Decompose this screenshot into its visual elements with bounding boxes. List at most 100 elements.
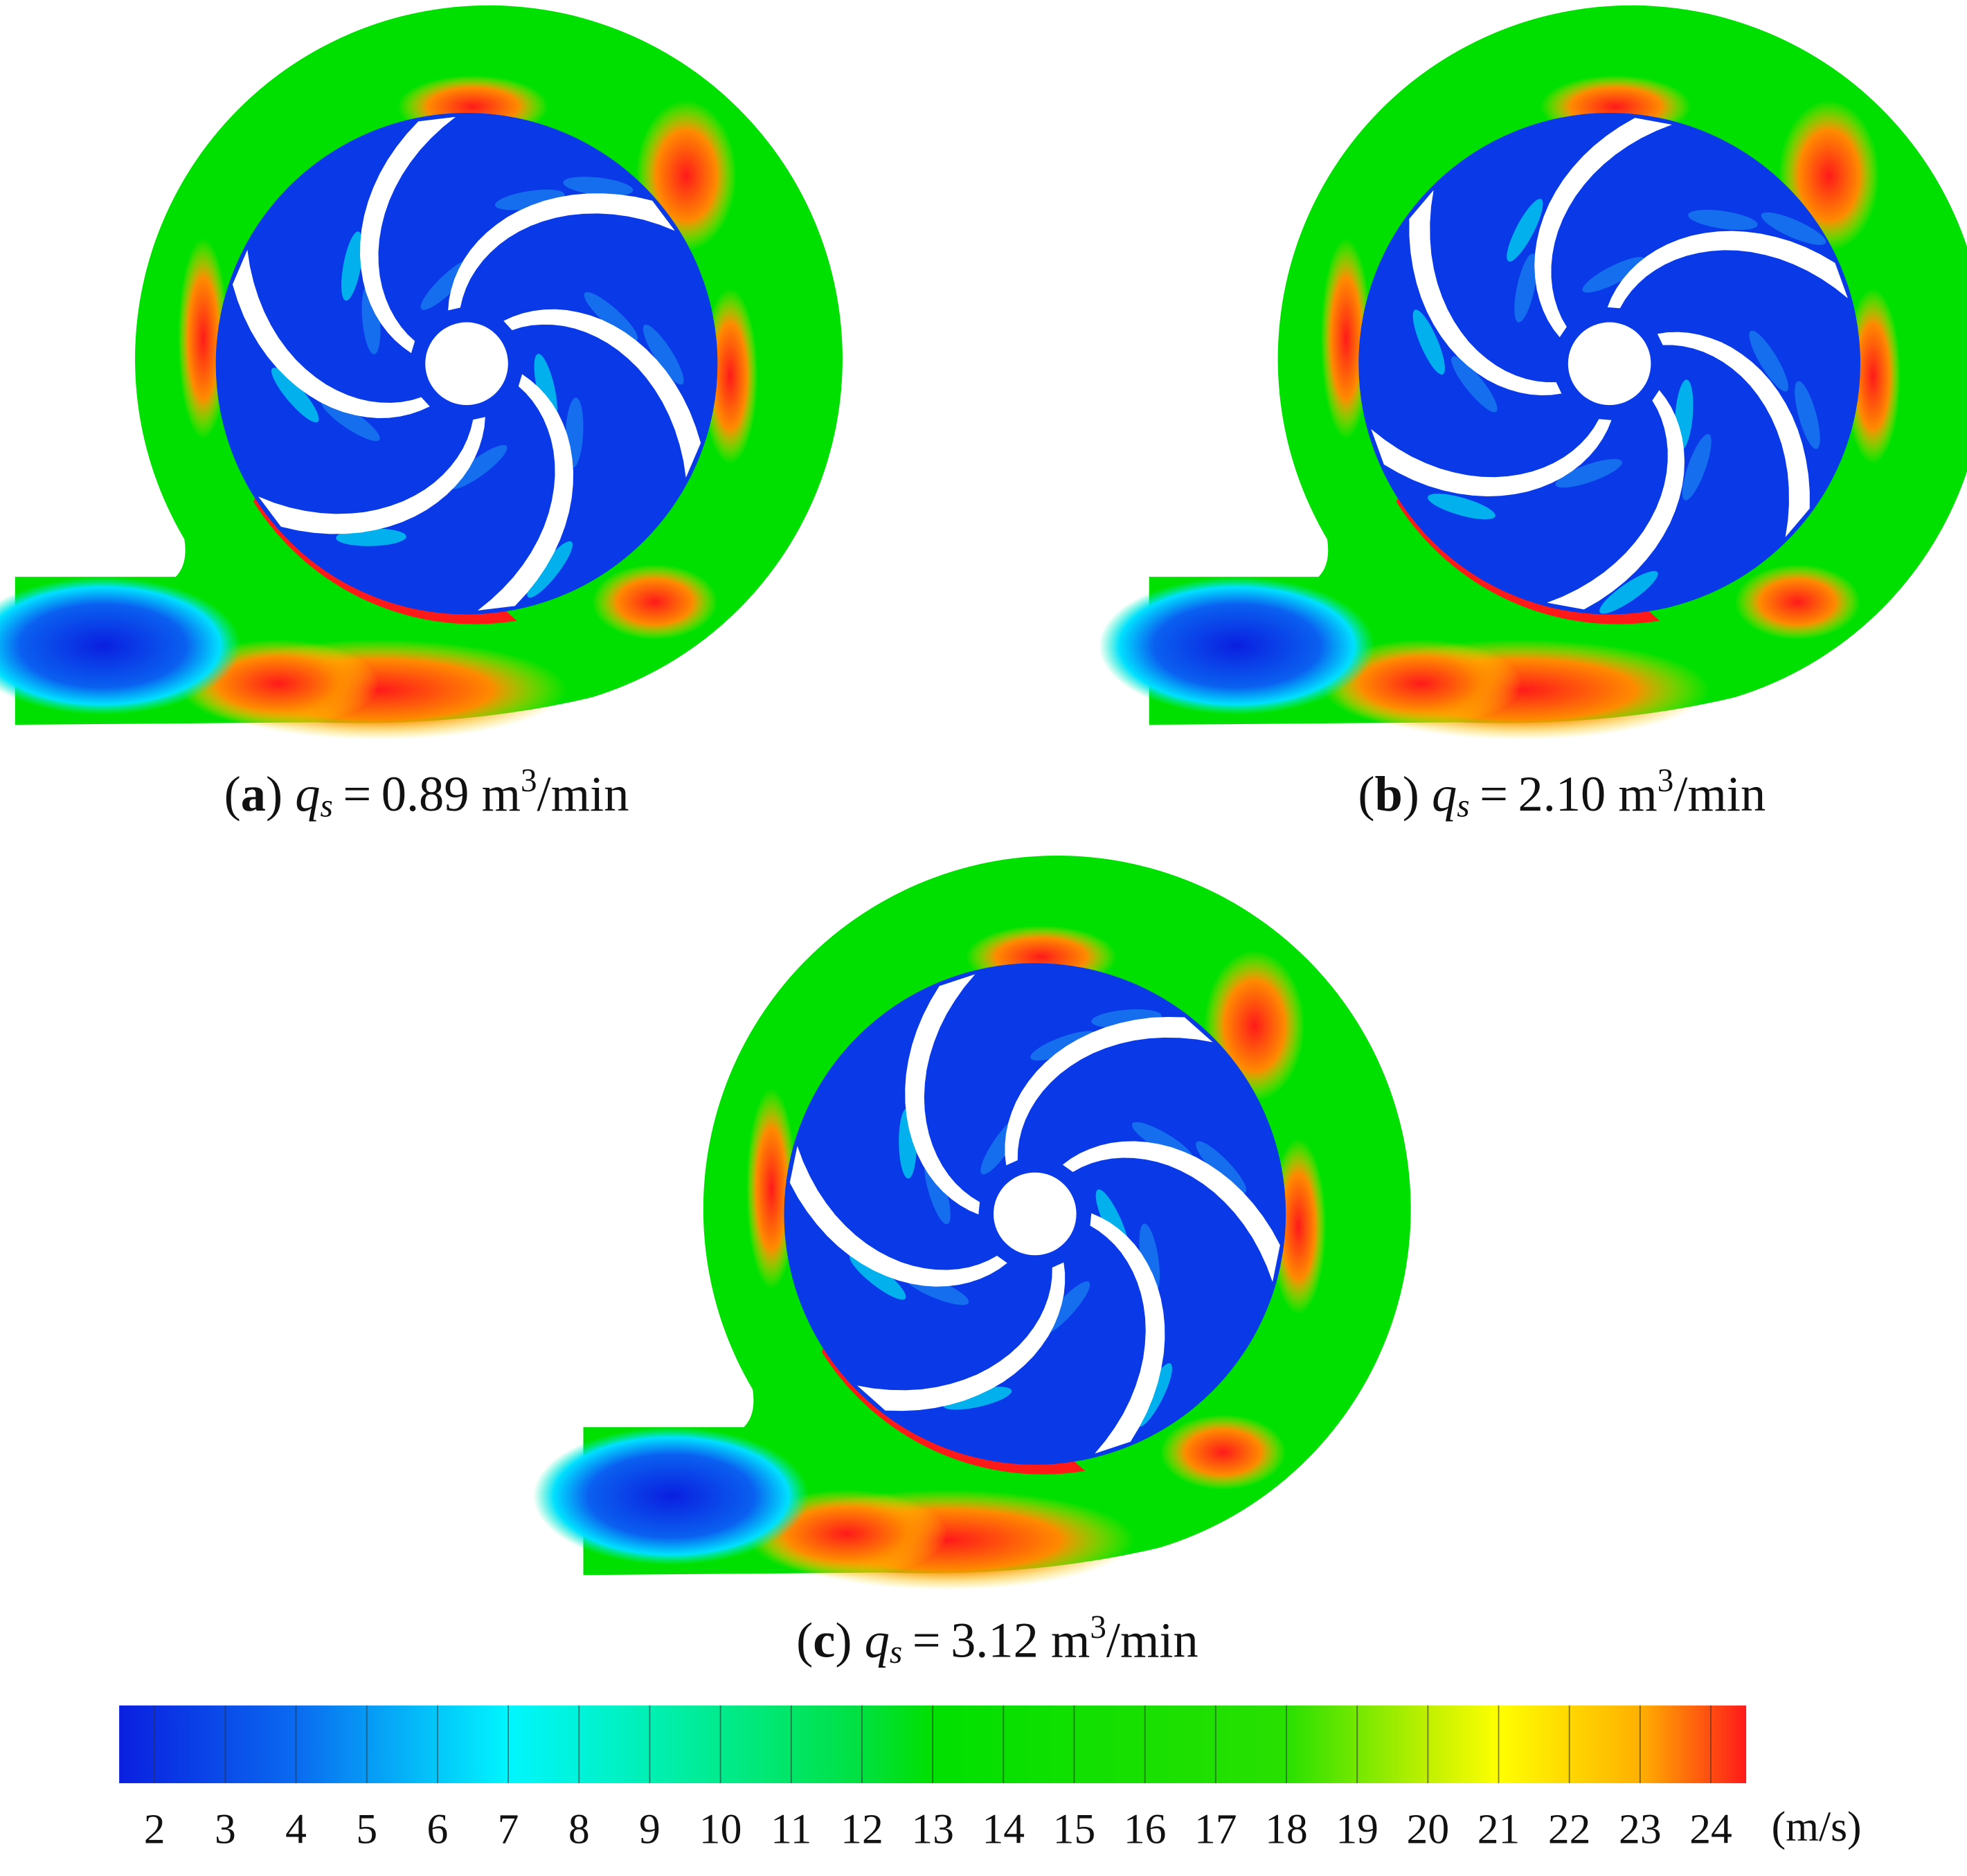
eddy	[271, 368, 319, 423]
colorbar-unit: (m/s)	[1772, 1803, 1862, 1850]
colorbar-tick-label: 3	[215, 1806, 236, 1853]
caption-per: /min	[1673, 766, 1766, 822]
caption-value: 2.10	[1518, 766, 1606, 822]
eddy	[1412, 309, 1445, 375]
colorbar-tick-label: 12	[841, 1806, 883, 1853]
colorbar-tick-label: 18	[1265, 1806, 1308, 1853]
eddy	[1599, 570, 1658, 614]
caption-value: 3.12	[951, 1612, 1039, 1668]
caption-exponent: 3	[521, 763, 537, 799]
caption-unit: m	[1618, 766, 1657, 822]
caption-close: )	[1403, 766, 1419, 822]
colorbar-tick-label: 22	[1548, 1806, 1591, 1853]
eddy	[1507, 199, 1543, 262]
colorbar-tick-label: 15	[1053, 1806, 1096, 1853]
eddy	[942, 1387, 1012, 1410]
colorbar-tick-label: 7	[498, 1806, 519, 1853]
hub	[425, 322, 508, 406]
blade	[1657, 332, 1810, 538]
blade	[258, 417, 485, 534]
colorbar-tick-label: 14	[982, 1806, 1025, 1853]
caption-subscript: s	[1457, 788, 1469, 824]
caption-open: (	[224, 766, 241, 822]
high-velocity	[1734, 564, 1860, 640]
blade	[448, 193, 675, 311]
high-velocity	[702, 288, 758, 465]
hub	[1568, 322, 1651, 406]
caption-unit: m	[1051, 1612, 1090, 1668]
blade	[477, 374, 574, 611]
colorbar-tick-label: 6	[427, 1806, 449, 1853]
blade	[1409, 190, 1562, 395]
eddy	[1682, 434, 1712, 500]
velocity-contour	[1099, 5, 1967, 740]
caption-unit: m	[482, 766, 521, 822]
colorbar-tick-label: 24	[1689, 1806, 1732, 1853]
eddy	[643, 325, 684, 385]
eddy	[527, 541, 573, 598]
blade	[1534, 118, 1672, 338]
blade	[857, 1262, 1066, 1411]
high-velocity	[592, 564, 718, 640]
caption-subscript: s	[890, 1634, 902, 1670]
caption-exponent: 3	[1658, 763, 1674, 799]
blade	[1547, 390, 1685, 610]
eddy	[563, 177, 634, 197]
colorbar-tick-label: 19	[1336, 1806, 1378, 1853]
caption-per: /min	[537, 766, 629, 822]
eddy	[584, 291, 638, 341]
caption-letter: c	[813, 1612, 835, 1668]
caption-letter: a	[241, 766, 266, 822]
caption-equals: =	[913, 1612, 941, 1668]
eddy	[1761, 212, 1826, 245]
caption-equals: =	[1480, 766, 1508, 822]
caption-equals: =	[343, 766, 371, 822]
colorbar-tick-label: 4	[285, 1806, 307, 1853]
colorbar-tick-label: 23	[1619, 1806, 1662, 1853]
panel-caption: (b) qs = 2.10 m3/min	[1358, 763, 1766, 824]
low-velocity	[1099, 577, 1375, 715]
colorbar-tick-label: 5	[356, 1806, 377, 1853]
high-velocity	[1160, 1414, 1286, 1490]
colorbar-tick-label: 13	[911, 1806, 954, 1853]
colorbar-tick-label: 20	[1407, 1806, 1450, 1853]
panel-caption: (c) qs = 3.12 m3/min	[796, 1609, 1198, 1670]
eddy	[1688, 210, 1758, 231]
caption-value: 0.89	[381, 766, 469, 822]
caption-open: (	[1358, 766, 1374, 822]
panel-caption: (a) qs = 0.89 m3/min	[224, 763, 629, 824]
colorbar-tick-label: 17	[1194, 1806, 1237, 1853]
blade	[1371, 419, 1612, 496]
eddy	[449, 444, 508, 489]
high-velocity	[1320, 238, 1372, 440]
colorbar-tick-label: 11	[771, 1806, 811, 1853]
low-velocity	[0, 577, 241, 715]
blade	[360, 116, 456, 354]
eddy	[1427, 494, 1496, 520]
blade	[232, 249, 430, 418]
eddy	[1582, 257, 1646, 293]
low-velocity	[533, 1427, 809, 1565]
eddy	[1514, 253, 1538, 323]
colorbar-tick-label: 16	[1124, 1806, 1167, 1853]
blade	[1005, 1016, 1213, 1166]
blade	[1607, 231, 1848, 309]
colorbar-tick-label: 8	[568, 1806, 590, 1853]
caption-symbol: q	[865, 1612, 890, 1668]
velocity-contour	[533, 855, 1411, 1590]
blade	[1062, 1141, 1280, 1282]
high-velocity	[1845, 288, 1901, 465]
eddy	[1749, 330, 1788, 392]
hub	[993, 1172, 1077, 1256]
eddy	[850, 1254, 906, 1300]
caption-symbol: q	[1432, 766, 1457, 822]
colorbar-tick-label: 9	[639, 1806, 661, 1853]
velocity-contour	[0, 5, 843, 740]
high-velocity	[746, 1088, 797, 1290]
blade	[503, 309, 701, 478]
eddy	[1451, 356, 1498, 413]
high-velocity	[1270, 1138, 1327, 1315]
eddy	[1196, 1141, 1247, 1193]
